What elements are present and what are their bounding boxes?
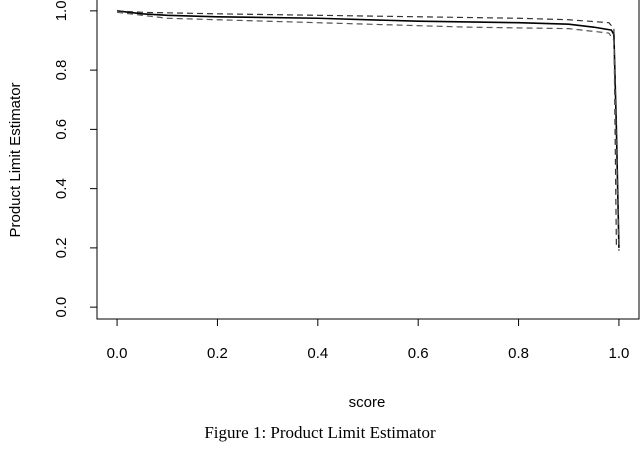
y-tick-label: 0.8 [53,60,70,81]
x-tick-label: 1.0 [608,345,629,362]
y-tick-label: 0.0 [53,297,70,318]
plot-frame [96,0,640,320]
series-line [117,10,618,248]
y-axis-label: Product Limit Estimator [7,82,24,237]
x-axis-label: score [349,394,386,411]
x-tick-label: 0.6 [408,345,429,362]
x-tick-label: 0.2 [207,345,228,362]
y-tick-label: 1.0 [53,0,70,21]
series-line [117,11,620,251]
series-line [116,10,620,248]
y-tick-label: 0.6 [53,119,70,140]
y-tick-label: 0.2 [53,237,70,258]
x-tick-label: 0.0 [107,345,128,362]
y-tick-label: 0.4 [53,178,70,199]
x-tick-label: 0.8 [508,345,529,362]
x-tick-label: 0.4 [307,345,328,362]
caption: Figure 1: Product Limit Estimator [204,423,436,442]
